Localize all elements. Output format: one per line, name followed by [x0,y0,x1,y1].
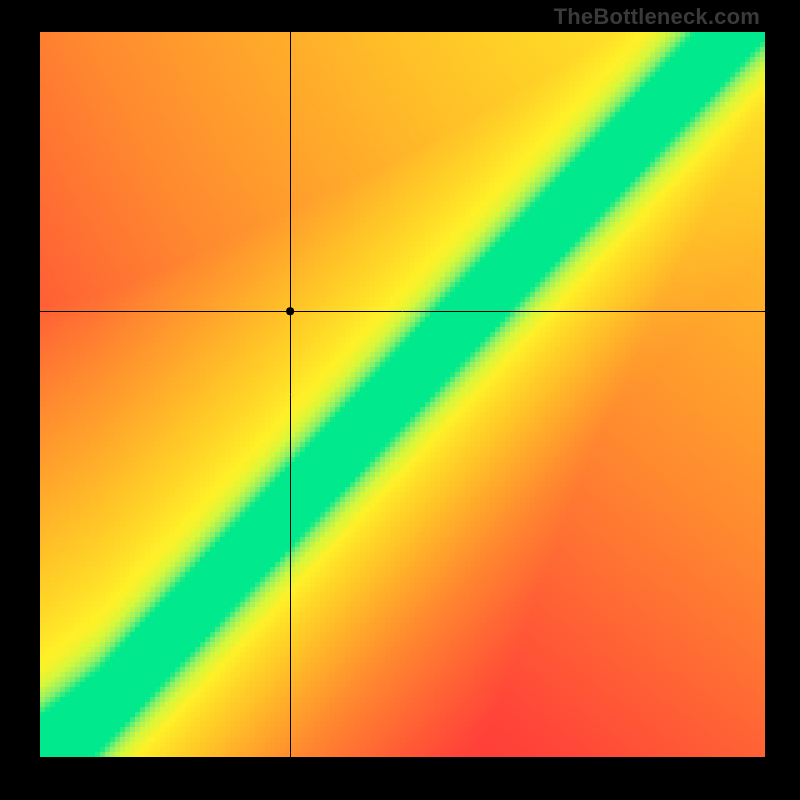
plot-area [40,32,765,757]
heatmap-canvas [40,32,765,757]
watermark-text: TheBottleneck.com [554,4,760,30]
chart-container: TheBottleneck.com [0,0,800,800]
